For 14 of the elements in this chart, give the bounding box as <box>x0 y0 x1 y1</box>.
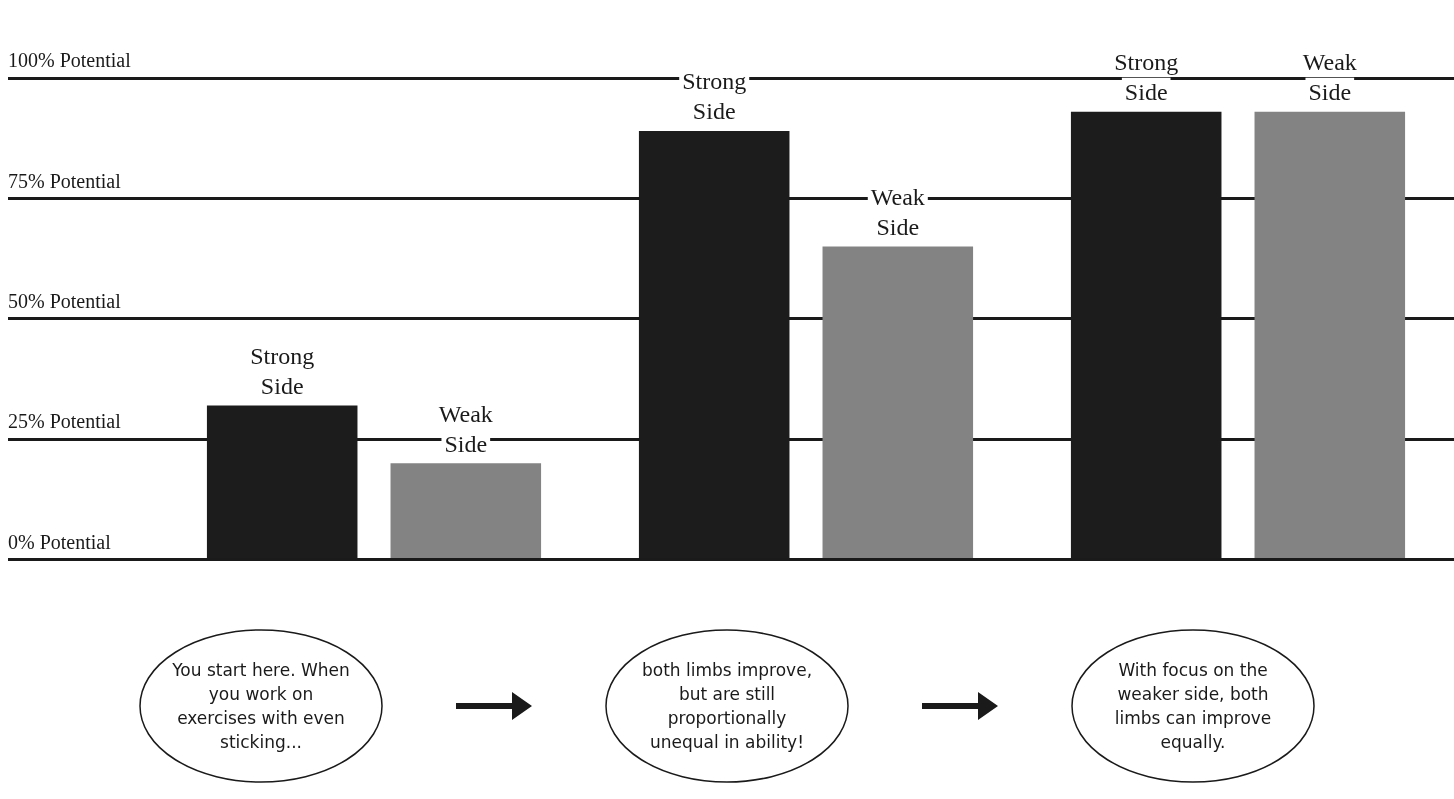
y-tick-label: 0% Potential <box>8 530 112 553</box>
y-tick-label: 75% Potential <box>8 169 122 192</box>
y-tick-label: 50% Potential <box>8 290 122 313</box>
series-label: Weak Side <box>438 400 493 457</box>
text: Weak Side <box>1302 49 1357 106</box>
series-label: Strong Side <box>1114 49 1179 106</box>
y-tick-label: 25% Potential <box>8 410 122 433</box>
text: Strong Side <box>250 342 315 399</box>
text: Weak Side <box>870 183 925 240</box>
text: Strong Side <box>682 68 747 125</box>
text: both limbs improve, but are still proportionally unequal in ability! <box>640 659 814 754</box>
text: You start here. When you work on exercises with even sticking... <box>171 659 351 754</box>
text: With focus on the weaker side, both limbs can improve equally. <box>1113 659 1273 754</box>
y-tick-label: 100% Potential <box>8 49 132 72</box>
